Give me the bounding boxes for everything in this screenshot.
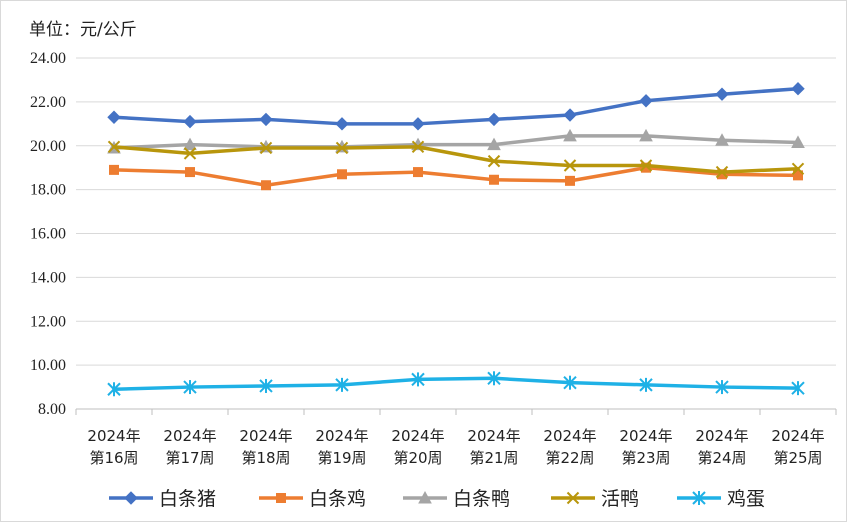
data-point (335, 377, 349, 392)
data-point (563, 128, 577, 142)
data-point (715, 133, 729, 146)
legend-label: 白条猪 (159, 488, 216, 510)
legend-label: 活鸭 (601, 488, 639, 510)
data-point (411, 117, 425, 131)
data-point (487, 137, 501, 151)
data-point (183, 114, 197, 129)
y-tick-label: 10.00 (30, 357, 66, 374)
data-point (261, 180, 271, 191)
data-point (335, 117, 349, 131)
series-line (112, 165, 800, 187)
y-tick-label: 24.00 (30, 50, 66, 67)
series-5 (107, 371, 805, 397)
legend-item: 活鸭 (551, 488, 639, 510)
data-point (563, 159, 577, 172)
series-3 (107, 128, 805, 154)
x-tick-label: 2024年第24周 (695, 427, 748, 467)
data-point (487, 112, 501, 127)
data-point (183, 137, 197, 151)
series-line (112, 145, 800, 174)
data-point (107, 382, 121, 397)
data-point (791, 381, 805, 396)
data-point (715, 380, 729, 395)
data-point (411, 372, 425, 387)
legend-item: 白条鸭 (403, 488, 510, 510)
x-axis-ticks: 2024年第16周 2024年第17周 2024年第18周 2024年第19周 2024… (87, 427, 824, 467)
y-tick-label: 14.00 (30, 269, 66, 286)
data-point (259, 378, 273, 393)
x-tick-label: 2024年第23周 (619, 427, 672, 467)
data-point (183, 147, 197, 160)
legend: 白条猪 白条鸡 白条鸭 活鸭 鸡蛋 (109, 488, 765, 510)
x-tick-label: 2024年第16周 (87, 427, 140, 467)
legend-label: 白条鸡 (309, 488, 366, 510)
x-tick-label: 2024年第17周 (163, 427, 216, 467)
axes (75, 408, 837, 415)
data-point (793, 170, 803, 181)
y-tick-label: 16.00 (30, 226, 66, 243)
data-point (413, 167, 423, 178)
series-line (112, 376, 800, 392)
x-tick-label: 2024年第19周 (315, 427, 368, 467)
data-point (715, 165, 729, 179)
gridlines (76, 57, 836, 366)
x-tick-label: 2024年第18周 (239, 427, 292, 467)
data-point (259, 141, 273, 155)
x-tick-label: 2024年第22周 (543, 427, 596, 467)
series-4 (107, 140, 805, 179)
y-tick-label: 18.00 (30, 182, 66, 199)
data-point (109, 164, 119, 175)
data-point (107, 140, 121, 154)
legend-marker (418, 490, 432, 504)
y-tick-label: 20.00 (30, 138, 66, 155)
data-point (563, 375, 577, 390)
series-line (112, 134, 800, 150)
data-point (183, 380, 197, 395)
data-point (791, 135, 805, 148)
data-point (487, 371, 501, 386)
unit-label: 单位：元/公斤 (29, 20, 137, 40)
legend-item: 白条猪 (109, 488, 216, 510)
legend-marker (692, 491, 706, 505)
series-1 (107, 82, 805, 131)
y-axis-ticks: 8.00 10.00 12.00 14.00 16.00 18.00 20.00 22.00 2… (30, 50, 66, 418)
y-tick-label: 12.00 (30, 313, 66, 330)
data-point (639, 377, 653, 392)
data-point (337, 169, 347, 180)
legend-label: 白条鸭 (453, 488, 510, 510)
data-point (411, 140, 425, 154)
data-point (791, 82, 805, 96)
legend-marker (276, 493, 286, 503)
legend-item: 白条鸡 (259, 488, 366, 510)
data-point (107, 110, 121, 124)
data-point (791, 162, 805, 175)
data-point (717, 169, 727, 180)
data-point (185, 167, 195, 178)
x-tick-label: 2024年第25周 (771, 427, 824, 467)
data-point (565, 175, 575, 186)
data-point (487, 154, 501, 168)
legend-marker (124, 491, 138, 505)
data-point (641, 162, 651, 173)
data-point (563, 108, 577, 122)
series-layer (107, 82, 805, 397)
y-tick-label: 22.00 (30, 94, 66, 111)
data-point (489, 174, 499, 185)
y-tick-label: 8.00 (38, 401, 66, 418)
data-point (639, 159, 653, 172)
x-tick-label: 2024年第20周 (391, 427, 444, 467)
legend-label: 鸡蛋 (727, 488, 765, 510)
legend-item: 鸡蛋 (677, 488, 765, 510)
data-point (335, 141, 349, 155)
legend-marker (566, 491, 580, 505)
data-point (639, 128, 653, 142)
data-point (715, 87, 729, 101)
data-point (639, 94, 653, 108)
series-2 (109, 162, 803, 191)
series-line (112, 86, 800, 126)
x-tick-label: 2024年第21周 (467, 427, 520, 467)
data-point (259, 112, 273, 127)
